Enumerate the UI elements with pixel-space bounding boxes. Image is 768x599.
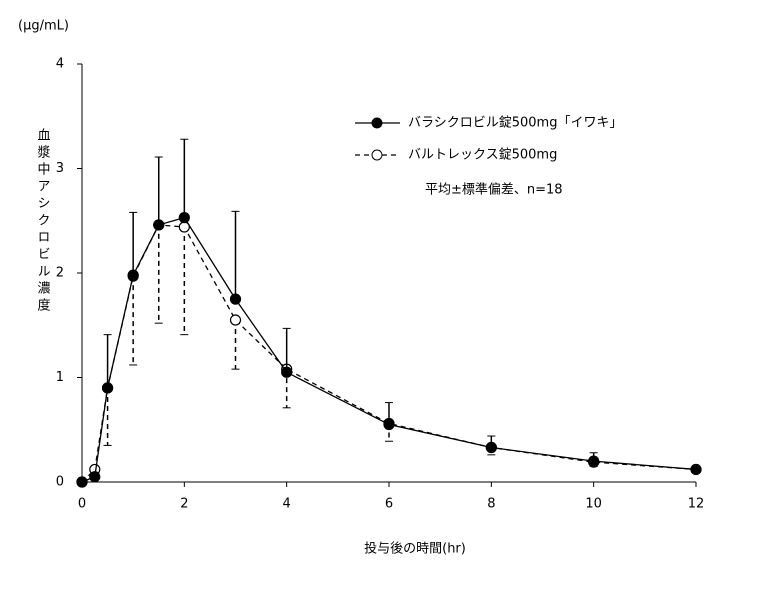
marker [485, 441, 497, 454]
marker [127, 269, 139, 281]
marker [76, 476, 88, 488]
x-tick-label: 0 [78, 497, 86, 512]
legend-label: バルトレックス錠500mg [408, 148, 557, 163]
y-tick-label: 0 [56, 475, 64, 490]
x-tick-label: 12 [688, 497, 705, 512]
marker [229, 314, 242, 326]
annotation: 平均±標準偏差、n=18 [425, 182, 563, 198]
marker [101, 382, 114, 394]
y-tick-label: 2 [56, 266, 64, 281]
marker [690, 463, 702, 476]
y-axis-label: 血漿中アシクロビル濃度 [35, 128, 51, 315]
x-tick-label: 8 [487, 497, 495, 512]
unit-label: (μg/mL) [18, 19, 69, 34]
x-tick-label: 2 [180, 497, 188, 512]
y-tick-label: 3 [56, 161, 64, 176]
marker [588, 455, 600, 467]
series-line [81, 216, 697, 483]
series-line [81, 224, 697, 483]
legend-marker [371, 117, 383, 129]
y-tick-label: 1 [56, 370, 64, 385]
y-tick-label: 4 [56, 57, 64, 72]
marker [178, 212, 190, 224]
marker [229, 293, 242, 305]
marker [383, 418, 395, 431]
marker [281, 366, 293, 378]
x-axis-label: 投与後の時間(hr) [364, 541, 466, 557]
x-tick-label: 6 [385, 497, 393, 512]
marker [89, 471, 101, 483]
legend-label: バラシクロビル錠500mg「イワキ」 [408, 116, 622, 131]
x-tick-label: 10 [585, 497, 602, 512]
legend-marker [371, 149, 383, 161]
x-tick-label: 4 [283, 497, 291, 512]
marker [153, 219, 165, 231]
